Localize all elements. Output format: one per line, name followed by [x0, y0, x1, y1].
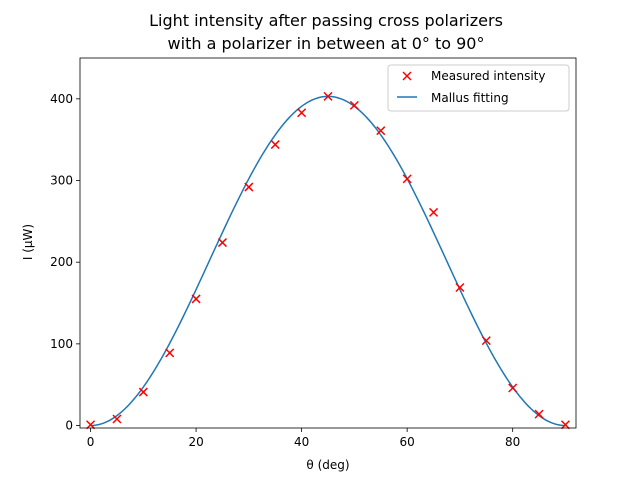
- data-point-stroke: [429, 207, 439, 217]
- data-point: [349, 100, 359, 110]
- plot-area: 0 20 40 60 80 0 100 200 300 400: [50, 57, 577, 449]
- data-point: [560, 420, 570, 430]
- data-point: [86, 420, 96, 430]
- data-point-stroke: [323, 91, 333, 101]
- data-point-stroke: [560, 420, 570, 430]
- data-point: [138, 387, 148, 397]
- data-point: [244, 182, 254, 192]
- data-point: [455, 282, 465, 293]
- data-point-stroke: [86, 420, 96, 430]
- data-point-stroke: [376, 126, 386, 136]
- data-point-stroke: [481, 336, 491, 346]
- data-point: [297, 108, 307, 118]
- data-point: [534, 409, 544, 419]
- data-point: [270, 140, 280, 150]
- data-point-stroke: [138, 387, 148, 397]
- data-point-stroke: [244, 182, 254, 192]
- data-point: [191, 294, 201, 304]
- chart-title-line2: with a polarizer in between at 0° to 90°: [168, 34, 485, 53]
- data-point-stroke: [534, 409, 544, 419]
- x-tick-label: 40: [294, 435, 309, 449]
- data-point: [508, 383, 518, 393]
- data-point-stroke: [112, 414, 122, 424]
- data-point: [323, 91, 333, 101]
- y-tick-label: 400: [50, 92, 73, 106]
- x-tick-label: 20: [188, 435, 203, 449]
- x-axis-label: θ (deg): [306, 458, 349, 472]
- data-point: [165, 348, 175, 358]
- data-point-stroke: [297, 108, 307, 118]
- legend-label-measured: Measured intensity: [431, 69, 545, 83]
- x-tick-label: 80: [505, 435, 520, 449]
- x-tick-label: 60: [400, 435, 415, 449]
- data-point-stroke: [191, 294, 201, 304]
- y-tick-label: 200: [50, 255, 73, 269]
- axes-frame: [79, 57, 577, 429]
- data-point: [402, 174, 412, 184]
- data-point-stroke: [270, 140, 280, 150]
- data-point-stroke: [402, 174, 412, 184]
- y-tick-label: 0: [65, 419, 73, 433]
- data-point-stroke: [508, 383, 518, 393]
- y-tick-label: 100: [50, 337, 73, 351]
- legend-marker-measured: [402, 71, 412, 81]
- data-point: [429, 207, 439, 217]
- legend-box: [387, 64, 570, 112]
- legend-marker-stroke: [402, 71, 412, 81]
- y-tick-label: 300: [50, 174, 73, 188]
- data-point-stroke: [455, 282, 465, 293]
- chart-title-line1: Light intensity after passing cross pola…: [149, 11, 503, 30]
- data-point: [481, 336, 491, 346]
- data-point: [112, 414, 122, 424]
- data-point-stroke: [165, 348, 175, 358]
- data-point: [376, 126, 386, 136]
- data-point-stroke: [217, 238, 227, 248]
- y-axis-label: I (μW): [21, 224, 35, 260]
- x-tick-label: 0: [87, 435, 95, 449]
- legend-label-fit: Mallus fitting: [431, 91, 509, 105]
- legend: Measured intensity Mallus fitting: [387, 64, 570, 112]
- data-point-stroke: [349, 100, 359, 110]
- data-point: [217, 238, 227, 248]
